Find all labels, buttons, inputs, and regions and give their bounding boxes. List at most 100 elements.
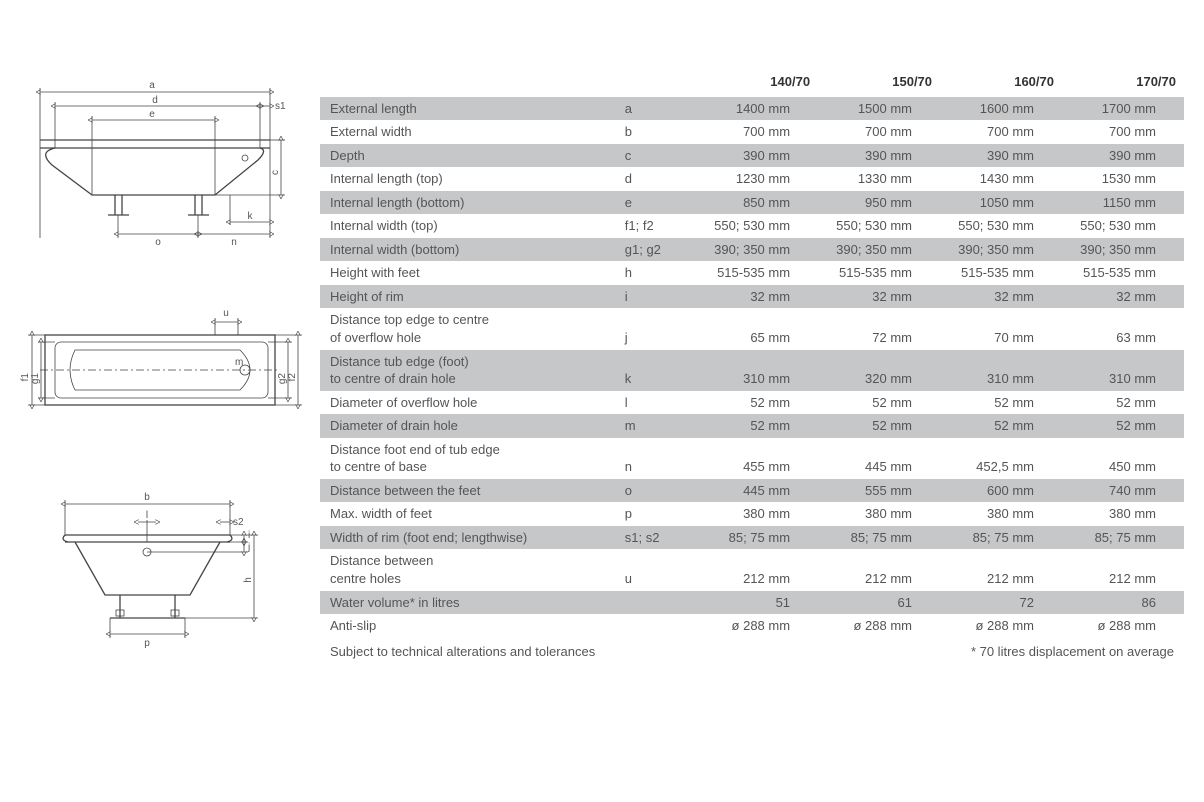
row-label: centre holes <box>320 570 615 591</box>
col-label <box>320 70 615 97</box>
row-value: 445 mm <box>818 458 940 479</box>
row-value: 740 mm <box>1062 479 1184 503</box>
row-value: 1530 mm <box>1062 167 1184 191</box>
row-label: Diameter of overflow hole <box>320 391 615 415</box>
row-value <box>940 308 1062 329</box>
footnote-left: Subject to technical alterations and tol… <box>330 644 595 659</box>
row-value: 515-535 mm <box>696 261 818 285</box>
spec-area: 140/70 150/70 160/70 170/70 External len… <box>310 70 1184 700</box>
row-label: Distance between <box>320 549 615 570</box>
row-label: Width of rim (foot end; lengthwise) <box>320 526 615 550</box>
row-value: 515-535 mm <box>818 261 940 285</box>
table-row: Diameter of overflow holel52 mm52 mm52 m… <box>320 391 1184 415</box>
row-value: 390 mm <box>1062 144 1184 168</box>
row-symbol <box>615 438 696 459</box>
col-symbol <box>615 70 696 97</box>
row-value: 445 mm <box>696 479 818 503</box>
row-value: 52 mm <box>1062 391 1184 415</box>
row-value <box>940 549 1062 570</box>
row-value: 310 mm <box>1062 370 1184 391</box>
row-value: 390 mm <box>818 144 940 168</box>
table-row: Internal length (top)d1230 mm1330 mm1430… <box>320 167 1184 191</box>
dim-i: i <box>248 530 250 541</box>
dim-m: m <box>235 357 243 368</box>
row-label: Internal length (top) <box>320 167 615 191</box>
row-label: Depth <box>320 144 615 168</box>
row-value <box>940 350 1062 371</box>
row-value: 85; 75 mm <box>1062 526 1184 550</box>
row-symbol: m <box>615 414 696 438</box>
row-value: 1230 mm <box>696 167 818 191</box>
row-value <box>1062 308 1184 329</box>
row-value: 52 mm <box>940 391 1062 415</box>
row-value: 51 <box>696 591 818 615</box>
dim-j: j <box>247 542 250 553</box>
col-size-3: 160/70 <box>940 70 1062 97</box>
row-value <box>818 350 940 371</box>
table-row: External widthb700 mm700 mm700 mm700 mm <box>320 120 1184 144</box>
col-size-2: 150/70 <box>818 70 940 97</box>
row-symbol: g1; g2 <box>615 238 696 262</box>
table-row: of overflow holej65 mm72 mm70 mm63 mm <box>320 329 1184 350</box>
table-row: Max. width of feetp380 mm380 mm380 mm380… <box>320 502 1184 526</box>
row-symbol <box>615 308 696 329</box>
row-label: to centre of base <box>320 458 615 479</box>
row-value: 1600 mm <box>940 97 1062 121</box>
row-symbol <box>615 591 696 615</box>
row-label: External width <box>320 120 615 144</box>
row-symbol: o <box>615 479 696 503</box>
table-row: Distance tub edge (foot) <box>320 350 1184 371</box>
row-value: 72 <box>940 591 1062 615</box>
row-value: 550; 530 mm <box>1062 214 1184 238</box>
dim-u: u <box>223 308 229 319</box>
table-row: Distance foot end of tub edge <box>320 438 1184 459</box>
table-row: Anti-slipø 288 mmø 288 mmø 288 mmø 288 m… <box>320 614 1184 638</box>
row-value: 455 mm <box>696 458 818 479</box>
row-value: 390; 350 mm <box>696 238 818 262</box>
row-value <box>696 308 818 329</box>
row-value: 85; 75 mm <box>696 526 818 550</box>
row-symbol <box>615 614 696 638</box>
row-value: 1050 mm <box>940 191 1062 215</box>
row-value: 600 mm <box>940 479 1062 503</box>
row-value <box>818 308 940 329</box>
spec-sheet: a d e s1 c <box>0 0 1204 720</box>
dim-o: o <box>155 237 161 248</box>
row-symbol: s1; s2 <box>615 526 696 550</box>
row-label: Distance foot end of tub edge <box>320 438 615 459</box>
row-symbol: d <box>615 167 696 191</box>
dim-p: p <box>144 638 150 649</box>
row-symbol: j <box>615 329 696 350</box>
row-value: 52 mm <box>696 391 818 415</box>
col-size-4: 170/70 <box>1062 70 1184 97</box>
row-symbol: c <box>615 144 696 168</box>
row-value <box>1062 350 1184 371</box>
row-value: 212 mm <box>818 570 940 591</box>
diagram-front: b l s2 j i h <box>20 480 300 650</box>
row-label: Internal width (bottom) <box>320 238 615 262</box>
row-value: 380 mm <box>696 502 818 526</box>
row-label: Water volume* in litres <box>320 591 615 615</box>
row-value: 310 mm <box>940 370 1062 391</box>
row-label: External length <box>320 97 615 121</box>
table-row: Height with feeth515-535 mm515-535 mm515… <box>320 261 1184 285</box>
row-value: 32 mm <box>818 285 940 309</box>
row-value: 390 mm <box>940 144 1062 168</box>
row-value: 700 mm <box>1062 120 1184 144</box>
row-value: 452,5 mm <box>940 458 1062 479</box>
footnote: Subject to technical alterations and tol… <box>320 638 1184 659</box>
row-value: 85; 75 mm <box>818 526 940 550</box>
row-label: Height of rim <box>320 285 615 309</box>
row-label: Max. width of feet <box>320 502 615 526</box>
diagram-side: a d e s1 c <box>20 70 300 250</box>
row-value: 515-535 mm <box>940 261 1062 285</box>
row-value: 700 mm <box>696 120 818 144</box>
row-value: 700 mm <box>940 120 1062 144</box>
row-value: 310 mm <box>696 370 818 391</box>
row-value: 1330 mm <box>818 167 940 191</box>
row-value: 70 mm <box>940 329 1062 350</box>
row-label: Diameter of drain hole <box>320 414 615 438</box>
dim-f2: f2 <box>287 373 298 382</box>
diagram-top: m u f1 g1 <box>20 300 300 430</box>
row-symbol: a <box>615 97 696 121</box>
